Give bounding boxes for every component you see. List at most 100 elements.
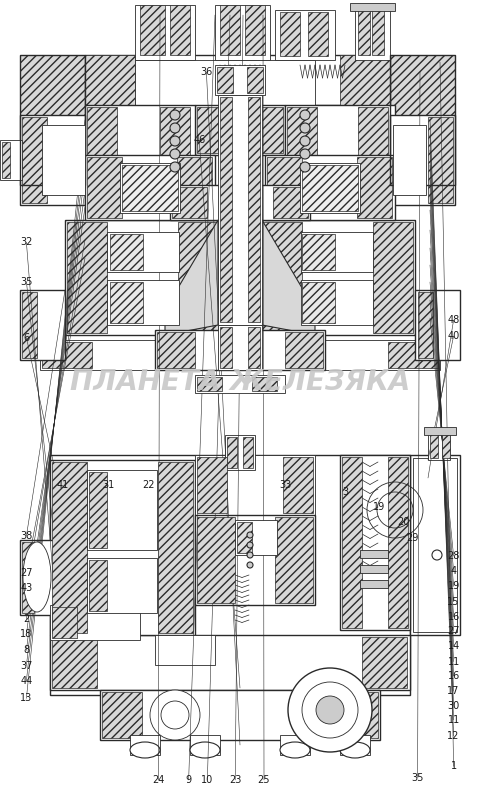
Bar xyxy=(50,605,140,640)
Bar xyxy=(2,142,10,178)
Bar xyxy=(430,432,438,458)
Text: 35: 35 xyxy=(20,277,33,286)
Bar xyxy=(227,437,237,468)
Bar xyxy=(89,472,107,548)
Bar xyxy=(388,457,408,628)
Text: 15: 15 xyxy=(447,597,460,606)
Bar xyxy=(355,5,390,60)
Circle shape xyxy=(300,123,310,133)
Polygon shape xyxy=(262,220,315,335)
Text: ПЛАНЕТА ЖЕЛЕЗЯКА: ПЛАНЕТА ЖЕЛЕЗЯКА xyxy=(70,368,410,396)
Bar xyxy=(67,222,107,333)
Text: 44: 44 xyxy=(20,676,33,686)
Text: 30: 30 xyxy=(447,701,460,710)
Bar xyxy=(52,462,87,633)
Circle shape xyxy=(170,110,180,120)
Bar xyxy=(360,580,388,588)
Text: 10: 10 xyxy=(201,775,214,785)
Bar xyxy=(350,3,395,11)
Bar xyxy=(302,165,358,211)
Bar xyxy=(89,560,107,611)
Bar xyxy=(170,185,310,220)
Circle shape xyxy=(300,110,310,120)
Bar xyxy=(265,155,395,220)
Bar xyxy=(20,115,85,205)
Text: 8: 8 xyxy=(24,646,29,655)
Bar xyxy=(248,327,260,368)
Bar xyxy=(243,437,253,468)
Bar xyxy=(340,55,390,105)
Bar xyxy=(50,455,410,695)
Text: 12: 12 xyxy=(447,731,460,741)
Text: 48: 48 xyxy=(447,315,460,325)
Bar xyxy=(195,455,315,515)
Bar xyxy=(85,55,135,105)
Bar xyxy=(42,342,92,368)
Text: 31: 31 xyxy=(102,480,114,490)
Bar xyxy=(220,5,240,55)
Bar xyxy=(87,558,157,613)
Bar xyxy=(267,157,302,218)
Text: 3: 3 xyxy=(343,487,348,497)
Bar xyxy=(247,67,263,93)
Bar xyxy=(235,520,277,555)
Bar xyxy=(252,377,277,391)
Bar xyxy=(42,125,85,195)
Bar xyxy=(280,12,300,56)
Bar xyxy=(40,340,440,370)
Bar xyxy=(172,187,207,218)
Bar xyxy=(308,12,328,56)
Text: 20: 20 xyxy=(397,518,409,527)
Bar xyxy=(273,187,308,218)
Bar xyxy=(301,232,373,272)
Circle shape xyxy=(247,562,253,568)
Polygon shape xyxy=(165,220,218,335)
Bar xyxy=(107,280,179,325)
Bar xyxy=(428,117,453,203)
Text: 24: 24 xyxy=(152,775,165,785)
Bar xyxy=(358,7,370,55)
Bar xyxy=(428,430,450,460)
Bar xyxy=(390,55,455,185)
Ellipse shape xyxy=(23,542,51,612)
Bar xyxy=(85,105,195,185)
Bar xyxy=(50,635,410,690)
Bar xyxy=(50,460,195,635)
Bar xyxy=(285,105,395,185)
Bar xyxy=(0,430,480,800)
Bar xyxy=(158,462,193,633)
Circle shape xyxy=(316,696,344,724)
Bar xyxy=(135,60,315,105)
Circle shape xyxy=(288,668,372,752)
Bar xyxy=(195,105,285,155)
Circle shape xyxy=(247,542,253,548)
Text: 27: 27 xyxy=(447,626,460,636)
Bar xyxy=(390,55,455,185)
Text: 17: 17 xyxy=(447,686,460,696)
Text: 22: 22 xyxy=(143,480,155,490)
Bar xyxy=(220,327,232,368)
Bar xyxy=(195,515,315,605)
Bar xyxy=(410,455,460,635)
Bar xyxy=(85,55,390,105)
Circle shape xyxy=(170,136,180,146)
Ellipse shape xyxy=(130,742,160,758)
Text: 43: 43 xyxy=(20,583,33,593)
Text: 41: 41 xyxy=(56,480,69,490)
Text: 2: 2 xyxy=(23,614,30,624)
Bar xyxy=(87,157,122,218)
Text: 35: 35 xyxy=(411,773,424,782)
Bar xyxy=(87,470,157,550)
Bar xyxy=(418,292,433,358)
Ellipse shape xyxy=(190,742,220,758)
Bar xyxy=(20,55,85,185)
Text: 11: 11 xyxy=(447,715,460,725)
Circle shape xyxy=(170,162,180,172)
Text: 16: 16 xyxy=(447,612,460,622)
Text: 4: 4 xyxy=(451,566,456,576)
Bar xyxy=(22,117,47,203)
Circle shape xyxy=(170,149,180,159)
Text: 38: 38 xyxy=(20,531,33,541)
Text: 33: 33 xyxy=(279,480,292,490)
Bar xyxy=(362,637,407,688)
